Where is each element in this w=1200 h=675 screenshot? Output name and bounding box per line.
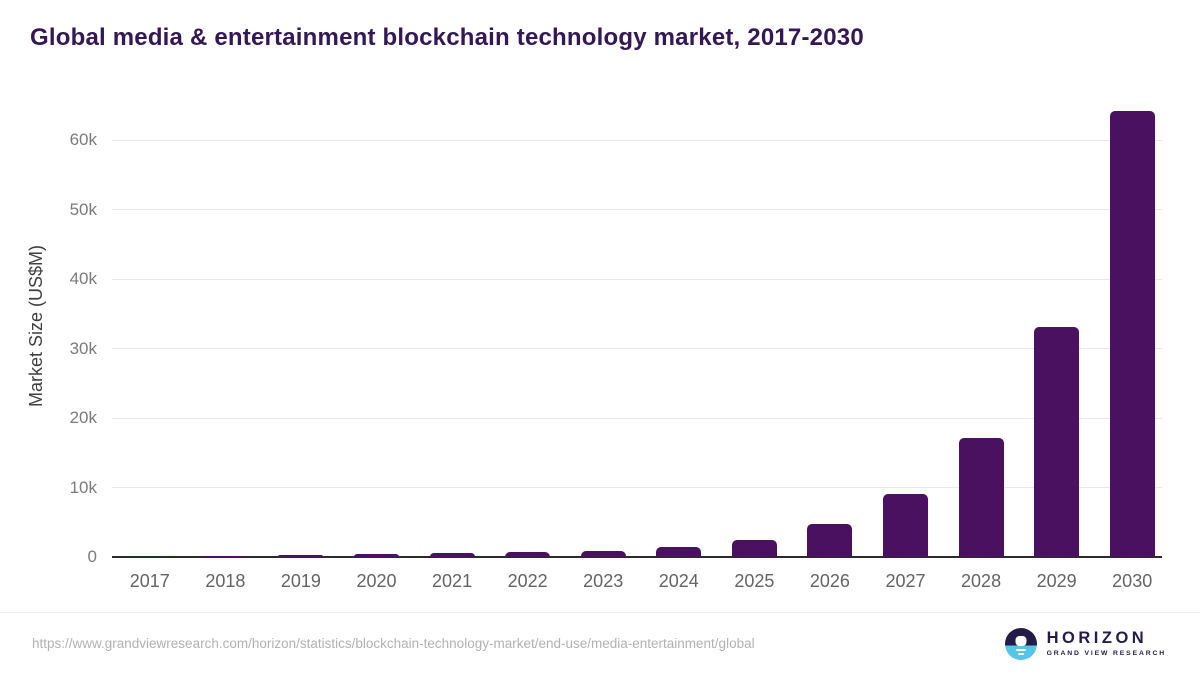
y-axis-tick-labels: 0 10k 20k 30k 40k 50k 60k bbox=[0, 96, 97, 566]
horizon-sunset-circle-icon bbox=[1004, 627, 1037, 660]
logo-subtitle: GRAND VIEW RESEARCH bbox=[1046, 650, 1166, 657]
gridline-30k bbox=[112, 348, 1162, 350]
y-tick-20k: 20k bbox=[69, 408, 97, 428]
gridline-60k bbox=[112, 139, 1162, 141]
x-tick-2030: 2030 bbox=[1112, 571, 1153, 591]
x-tick-2022: 2022 bbox=[507, 571, 548, 591]
gridline-40k bbox=[112, 278, 1162, 280]
reflection-line-icon bbox=[1017, 653, 1024, 655]
bar-2029[interactable] bbox=[1034, 326, 1080, 557]
x-axis-tick-labels: 2017 2018 2019 2020 2021 2022 2023 2024 2025 2026… bbox=[112, 571, 1170, 595]
x-tick-2019: 2019 bbox=[280, 571, 321, 591]
bar-2020[interactable] bbox=[354, 553, 399, 557]
y-tick-40k: 40k bbox=[69, 269, 97, 289]
y-tick-30k: 30k bbox=[69, 338, 97, 358]
x-tick-2025: 2025 bbox=[734, 571, 775, 591]
x-tick-2029: 2029 bbox=[1036, 571, 1077, 591]
bar-2026[interactable] bbox=[807, 523, 853, 557]
sun-icon bbox=[1015, 635, 1027, 646]
bar-2028[interactable] bbox=[958, 437, 1004, 557]
y-tick-50k: 50k bbox=[69, 199, 97, 219]
y-tick-60k: 60k bbox=[69, 130, 97, 150]
plot-area bbox=[112, 96, 1170, 558]
brand-logo: HORIZON GRAND VIEW RESEARCH bbox=[1004, 627, 1166, 660]
bar-2030[interactable] bbox=[1109, 110, 1155, 557]
footer: https://www.grandviewresearch.com/horizo… bbox=[0, 612, 1200, 674]
reflection-line-icon bbox=[1015, 649, 1026, 651]
bar-2022[interactable] bbox=[505, 552, 551, 557]
x-tick-2026: 2026 bbox=[809, 571, 850, 591]
bar-2021[interactable] bbox=[429, 553, 475, 557]
x-tick-2028: 2028 bbox=[961, 571, 1002, 591]
x-tick-2027: 2027 bbox=[885, 571, 926, 591]
y-tick-10k: 10k bbox=[69, 477, 97, 497]
gridline-20k bbox=[112, 417, 1162, 419]
x-tick-2023: 2023 bbox=[583, 571, 624, 591]
gridline-50k bbox=[112, 209, 1162, 211]
bar-2025[interactable] bbox=[731, 539, 777, 557]
x-tick-2017: 2017 bbox=[129, 571, 170, 591]
x-tick-2021: 2021 bbox=[432, 571, 473, 591]
x-tick-2024: 2024 bbox=[658, 571, 699, 591]
source-url: https://www.grandviewresearch.com/horizo… bbox=[32, 636, 755, 651]
logo-text: HORIZON GRAND VIEW RESEARCH bbox=[1046, 629, 1166, 658]
bar-2024[interactable] bbox=[656, 546, 702, 557]
x-tick-2020: 2020 bbox=[356, 571, 397, 591]
bar-2019[interactable] bbox=[278, 555, 324, 557]
y-tick-0: 0 bbox=[87, 547, 97, 566]
x-tick-2018: 2018 bbox=[205, 571, 246, 591]
logo-name: HORIZON bbox=[1046, 629, 1148, 647]
x-axis-line bbox=[112, 556, 1162, 558]
gridline-10k bbox=[112, 487, 1162, 489]
chart-title: Global media & entertainment blockchain … bbox=[30, 24, 864, 51]
bar-2023[interactable] bbox=[580, 551, 626, 557]
bar-2027[interactable] bbox=[883, 494, 928, 557]
bar-2018[interactable] bbox=[202, 556, 248, 557]
